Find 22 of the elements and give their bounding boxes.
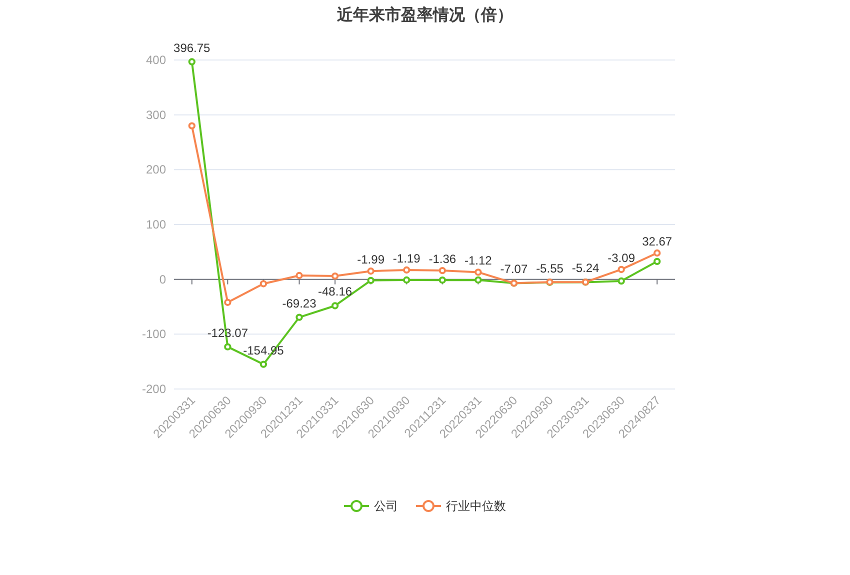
value-label: -69.23 — [282, 296, 316, 310]
value-label: -7.07 — [500, 262, 528, 276]
title: 近年来市盈率情况（倍） — [337, 7, 513, 24]
value-label: -1.99 — [357, 252, 384, 266]
y-tick-label: 100 — [146, 218, 166, 232]
value-label: -5.24 — [572, 261, 600, 276]
legend-label: 行业中位数 — [446, 499, 506, 513]
value-label: -1.12 — [464, 254, 492, 268]
value-label: 32.67 — [642, 234, 672, 248]
value-label: -1.19 — [392, 251, 420, 266]
y-tick-label: -100 — [142, 327, 166, 342]
y-tick-label: 0 — [159, 272, 166, 286]
value-label: -1.36 — [428, 252, 456, 266]
value-label: -5.55 — [536, 261, 564, 276]
value-label: -48.16 — [318, 284, 352, 299]
value-label: 396.75 — [174, 40, 210, 55]
y-tick-label: 300 — [146, 108, 166, 122]
value-label: -3.09 — [608, 250, 635, 265]
legend-label: 公司 — [374, 499, 398, 513]
y-tick-label: 400 — [146, 53, 166, 67]
y-tick-label: 200 — [146, 162, 166, 177]
y-tick-label: -200 — [142, 382, 166, 396]
